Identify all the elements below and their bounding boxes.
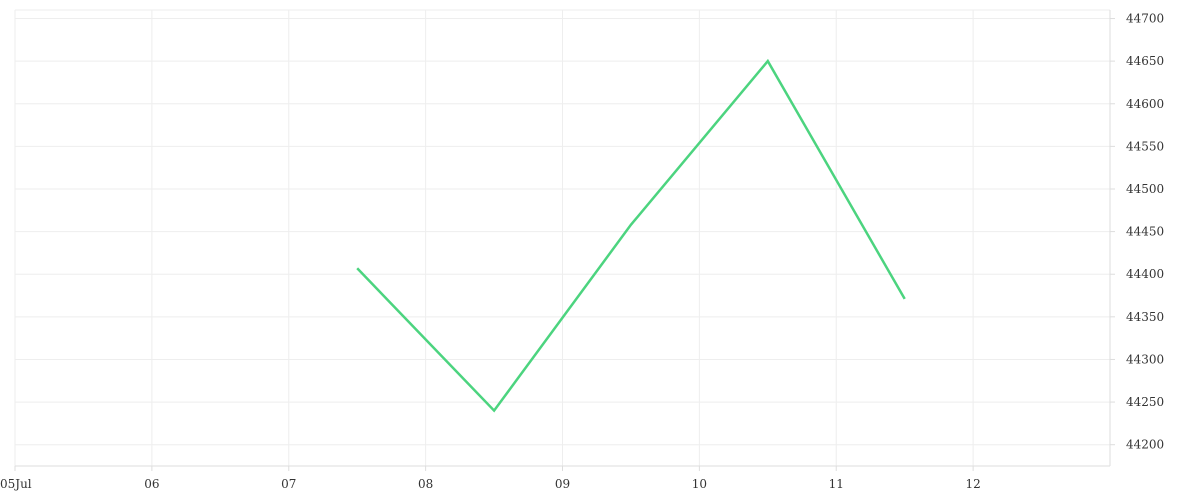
x-tick-label: 10 [692,477,707,491]
x-axis-ticks: 05Jul 06 07 08 09 10 11 12 [0,466,981,491]
y-axis-ticks: 44200 44250 44300 44350 44400 44450 44500 44550… [1110,12,1164,452]
x-tick-label: 12 [965,477,980,491]
series-line [356,58,906,413]
x-gridlines [14,10,974,466]
x-tick-label: 07 [281,477,296,491]
x-tick-label: 08 [418,477,433,491]
y-tick-label: 44250 [1126,395,1164,409]
y-tick-label: 44550 [1126,139,1164,153]
y-tick-label: 44300 [1126,352,1164,366]
y-tick-label: 44200 [1126,438,1164,452]
x-tick-label: 05Jul [0,477,32,491]
x-tick-label: 11 [829,477,844,491]
series-layer [356,58,906,413]
y-tick-label: 44650 [1126,54,1164,68]
y-tick-label: 44500 [1126,182,1164,196]
y-tick-label: 44400 [1126,267,1164,281]
y-tick-label: 44600 [1126,97,1164,111]
y-tick-label: 44450 [1126,225,1164,239]
x-tick-label: 06 [144,477,159,491]
y-tick-label: 44700 [1126,12,1164,26]
x-tick-label: 09 [555,477,570,491]
y-tick-label: 44350 [1126,310,1164,324]
